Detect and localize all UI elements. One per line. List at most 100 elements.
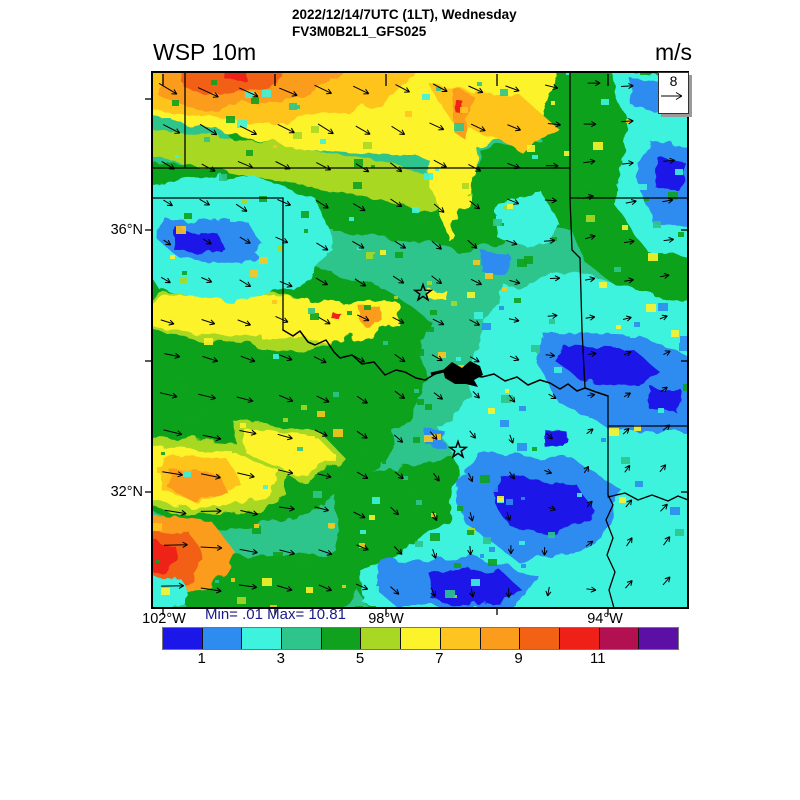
wind-arrow	[314, 84, 332, 95]
wind-arrow	[548, 505, 556, 512]
wind-arrow	[431, 240, 442, 250]
lake-texoma	[443, 361, 483, 387]
star-marker	[412, 282, 434, 302]
wind-arrow	[430, 587, 436, 597]
wind-arrow	[663, 536, 671, 546]
wind-arrow	[199, 198, 211, 206]
wind-arrow	[505, 588, 512, 598]
lon-label-102w: 102°W	[142, 611, 186, 627]
wind-arrow	[432, 511, 438, 522]
wind-arrow	[202, 238, 212, 245]
wind-arrow	[277, 433, 293, 441]
wind-arrow	[354, 278, 367, 287]
wind-arrow	[663, 350, 671, 356]
wind-arrow	[583, 465, 590, 474]
wind-arrow	[199, 123, 218, 136]
wind-arrow	[429, 122, 445, 131]
colorbar-segment	[400, 628, 440, 649]
wind-arrow	[160, 276, 171, 284]
colorbar-segment	[558, 628, 599, 649]
wind-arrow	[432, 472, 440, 482]
wind-arrow	[355, 125, 371, 135]
title-date-line: 2022/12/14/7UTC (1LT), Wednesday	[292, 7, 517, 22]
wind-arrow	[467, 239, 478, 249]
wind-vector-arrows	[158, 80, 675, 598]
title-model-line: FV3M0B2L1_GFS025	[292, 24, 427, 39]
wind-arrow	[202, 434, 222, 442]
lon-label-94w: 94°W	[587, 611, 623, 627]
wind-arrow	[586, 586, 597, 593]
wind-arrow	[314, 506, 329, 513]
wind-arrow	[314, 429, 328, 437]
wind-arrow	[621, 82, 634, 90]
wind-arrow	[316, 395, 330, 403]
wind-arrow	[507, 198, 520, 205]
wind-arrow	[395, 84, 411, 93]
wind-arrow	[237, 472, 255, 479]
wind-arrow	[468, 85, 484, 94]
colorbar-segment	[598, 628, 639, 649]
wind-arrow	[584, 234, 596, 240]
wind-arrow	[508, 316, 520, 323]
colorbar-segment	[320, 628, 361, 649]
wind-arrow	[468, 163, 482, 172]
wind-arrow	[202, 355, 219, 363]
wind-arrow	[163, 429, 183, 437]
wind-arrow	[200, 544, 223, 551]
wind-arrow	[390, 586, 400, 595]
wind-arrow	[239, 236, 251, 244]
wind-arrow	[318, 584, 333, 592]
wind-arrow	[470, 278, 483, 286]
wind-arrow	[276, 585, 293, 592]
wind-arrow	[237, 160, 254, 169]
red-river-la	[607, 492, 688, 502]
wind-arrow	[509, 471, 515, 480]
wind-arrow	[279, 394, 294, 403]
colorbar-segment	[360, 628, 401, 649]
wind-arrow	[352, 203, 366, 212]
wind-arrow	[507, 162, 521, 170]
colorbar-segment	[201, 628, 242, 649]
wind-arrow	[315, 199, 329, 209]
reference-vector-arrow-icon	[661, 92, 683, 100]
wind-arrow	[201, 163, 216, 172]
wind-arrow	[391, 125, 406, 135]
wind-arrow	[545, 352, 556, 359]
colorbar-segment	[479, 628, 520, 649]
wind-arrow	[279, 505, 295, 512]
wind-arrow	[547, 121, 561, 128]
wind-arrow	[277, 199, 291, 207]
wind-arrow	[316, 162, 332, 171]
wind-arrow	[548, 393, 557, 399]
wind-arrow	[163, 541, 188, 548]
wind-arrow	[508, 394, 516, 403]
wind-arrow	[161, 160, 175, 170]
wind-arrow	[431, 548, 438, 559]
wind-arrow	[197, 87, 219, 98]
wind-arrow	[583, 158, 596, 165]
wind-arrow	[162, 124, 181, 134]
wind-arrow	[467, 545, 474, 556]
wind-arrow	[240, 355, 256, 363]
colorbar-tick-label: 5	[355, 650, 365, 667]
colorbar-tick-label: 1	[197, 650, 206, 667]
wind-arrow	[239, 429, 257, 436]
wind-arrow	[237, 319, 251, 327]
colorbar-tick-label: 11	[589, 650, 606, 667]
wind-arrow	[352, 240, 365, 249]
wind-arrow	[469, 356, 480, 363]
wind-arrow	[316, 242, 329, 251]
wind-arrow	[505, 85, 520, 93]
wind-arrow	[240, 510, 259, 517]
wind-arrow	[313, 356, 327, 364]
wind-arrow	[625, 199, 637, 205]
wind-arrow	[432, 83, 448, 92]
wind-arrow	[663, 157, 675, 164]
wind-arrow	[660, 272, 670, 279]
wind-arrow	[275, 236, 289, 244]
wind-arrow	[625, 580, 633, 589]
reference-vector-value: 8	[669, 73, 678, 89]
wind-arrow	[624, 277, 634, 284]
wind-arrow	[549, 275, 561, 282]
